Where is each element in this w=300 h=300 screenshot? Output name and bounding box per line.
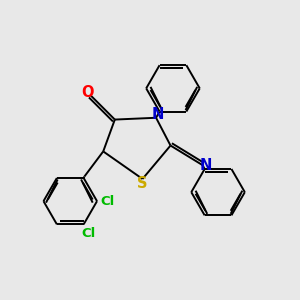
Text: S: S [137, 176, 148, 191]
Text: Cl: Cl [100, 195, 115, 208]
Text: Cl: Cl [82, 227, 96, 240]
Text: N: N [200, 158, 212, 172]
Text: N: N [152, 107, 164, 122]
Text: O: O [81, 85, 94, 100]
